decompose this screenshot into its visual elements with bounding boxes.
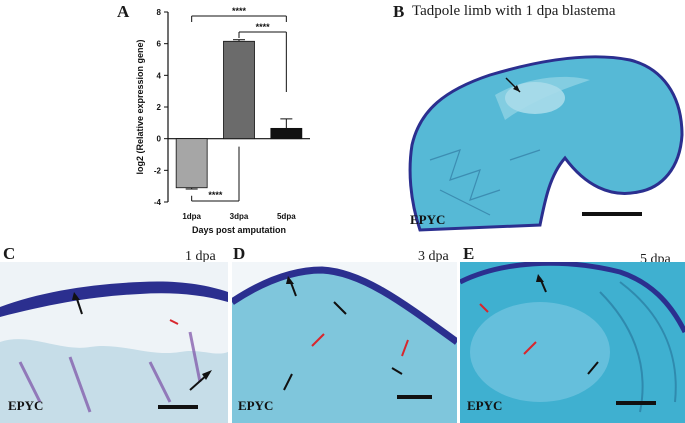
panel-b-title: Tadpole limb with 1 dpa blastema: [412, 3, 616, 19]
y-tick-label: 2: [157, 103, 162, 112]
panel-e-epyc-label: EPYC: [467, 398, 503, 413]
x-tick-label: 1dpa: [182, 212, 201, 221]
x-axis-title: Days post amputation: [192, 225, 286, 235]
significance-label: ****: [256, 22, 271, 32]
bar: [270, 127, 303, 140]
y-axis-title: log2 (Relative expression gene): [135, 39, 145, 174]
panel-c-letter: C: [3, 244, 16, 263]
bar: [175, 138, 208, 189]
y-tick-label: 8: [157, 8, 162, 17]
tissue-band: [460, 262, 685, 334]
panel-c-epyc-label: EPYC: [8, 398, 44, 413]
panel-d-time-label: 3 dpa: [418, 249, 449, 264]
purple-strands: [18, 331, 202, 413]
epidermis: [232, 266, 457, 345]
bar: [223, 40, 255, 140]
tissue-fibers: [599, 281, 677, 413]
panel-b-micrograph: [408, 55, 684, 232]
panel-d-epyc-label: EPYC: [238, 398, 274, 413]
dermis-tissue: [0, 339, 228, 423]
y-tick-label: 0: [157, 135, 162, 144]
panel-d-letter: D: [233, 244, 246, 263]
y-tick-label: -2: [154, 166, 162, 175]
significance-label: ****: [232, 6, 247, 16]
panel-d-micrograph: [232, 262, 457, 423]
significance-label: ****: [208, 190, 223, 200]
tissue-dome: [232, 270, 457, 423]
y-tick-label: 6: [157, 40, 162, 49]
x-tick-label: 3dpa: [230, 212, 249, 221]
panel-b-epyc-label: EPYC: [410, 212, 446, 227]
panel-c-time-label: 1 dpa: [185, 249, 216, 264]
epidermis: [0, 281, 228, 317]
condensation: [470, 302, 610, 402]
limb-tissue: [408, 55, 684, 232]
tissue-texture: [429, 149, 541, 216]
panel-a-letter: A: [117, 2, 130, 21]
y-tick-label: 4: [157, 71, 162, 80]
cartilage-region: [505, 82, 565, 114]
panel-a-bar-chart: -4 -2 0 2 4 6 8 1dpa 3dpa 5dpa Days post amputatio…: [135, 6, 310, 235]
panel-b-letter: B: [393, 2, 405, 21]
y-tick-label: -4: [154, 198, 162, 207]
x-tick-label: 5dpa: [277, 212, 296, 221]
panel-b-arrowhead: [513, 85, 520, 92]
panel-e-letter: E: [463, 244, 475, 263]
panel-e-micrograph: [460, 262, 685, 423]
panel-c-micrograph: [0, 262, 228, 423]
